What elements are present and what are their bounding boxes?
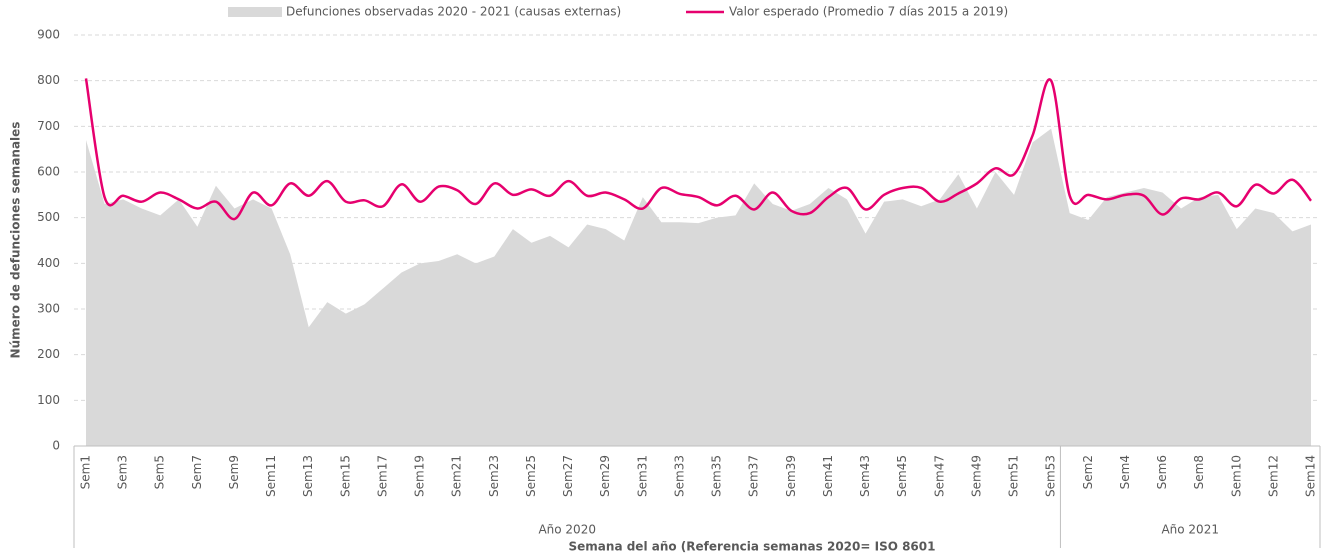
y-tick-label: 0 — [52, 439, 60, 453]
x-tick-label: Sem33 — [672, 455, 686, 497]
x-tick-label: Sem4 — [1118, 455, 1132, 489]
x-tick-label: Sem8 — [1192, 455, 1206, 489]
x-tick-label: Sem25 — [524, 455, 538, 497]
x-tick-label: Sem37 — [747, 455, 761, 497]
y-axis-label: Número de defunciones semanales — [9, 122, 23, 359]
x-tick-label: Sem27 — [561, 455, 575, 497]
x-tick-label: Sem35 — [710, 455, 724, 497]
x-tick-label: Sem39 — [784, 455, 798, 497]
x-tick-label: Sem3 — [116, 455, 130, 489]
legend-label: Valor esperado (Promedio 7 días 2015 a 2… — [729, 5, 1008, 19]
y-tick-label: 800 — [37, 73, 60, 87]
y-tick-label: 700 — [37, 119, 60, 133]
group-label: Año 2020 — [538, 523, 596, 537]
y-tick-label: 200 — [37, 347, 60, 361]
y-tick-label: 600 — [37, 165, 60, 179]
x-tick-label: Sem49 — [969, 455, 983, 497]
legend-label: Defunciones observadas 2020 - 2021 (caus… — [286, 5, 621, 19]
y-tick-label: 900 — [37, 28, 60, 42]
y-tick-label: 100 — [37, 393, 60, 407]
y-tick-label: 400 — [37, 256, 60, 270]
x-tick-label: Sem6 — [1155, 455, 1169, 489]
x-tick-label: Sem14 — [1304, 455, 1318, 497]
x-tick-label: Sem1 — [79, 455, 93, 489]
x-tick-label: Sem47 — [932, 455, 946, 497]
x-tick-label: Sem19 — [413, 455, 427, 497]
x-tick-label: Sem51 — [1007, 455, 1021, 497]
x-tick-label: Sem29 — [598, 455, 612, 497]
y-tick-label: 500 — [37, 210, 60, 224]
x-tick-label: Sem2 — [1081, 455, 1095, 489]
x-tick-label: Sem23 — [487, 455, 501, 497]
x-tick-label: Sem13 — [301, 455, 315, 497]
x-tick-label: Sem21 — [450, 455, 464, 497]
area — [86, 128, 1311, 446]
legend-swatch — [228, 7, 282, 17]
x-axis-label: Semana del año (Referencia semanas 2020=… — [569, 540, 936, 554]
x-tick-label: Sem10 — [1229, 455, 1243, 497]
x-tick-label: Sem5 — [153, 455, 167, 489]
x-tick-label: Sem45 — [895, 455, 909, 497]
x-tick-label: Sem31 — [635, 455, 649, 497]
x-tick-label: Sem15 — [338, 455, 352, 497]
y-tick-label: 300 — [37, 302, 60, 316]
x-tick-label: Sem43 — [858, 455, 872, 497]
x-tick-label: Sem9 — [227, 455, 241, 489]
group-label: Año 2021 — [1161, 523, 1219, 537]
x-tick-label: Sem53 — [1044, 455, 1058, 497]
x-tick-label: Sem11 — [264, 455, 278, 497]
line — [84, 78, 1312, 221]
x-tick-label: Sem7 — [190, 455, 204, 489]
x-tick-label: Sem41 — [821, 455, 835, 497]
x-tick-label: Sem17 — [375, 455, 389, 497]
x-tick-label: Sem12 — [1266, 455, 1280, 497]
